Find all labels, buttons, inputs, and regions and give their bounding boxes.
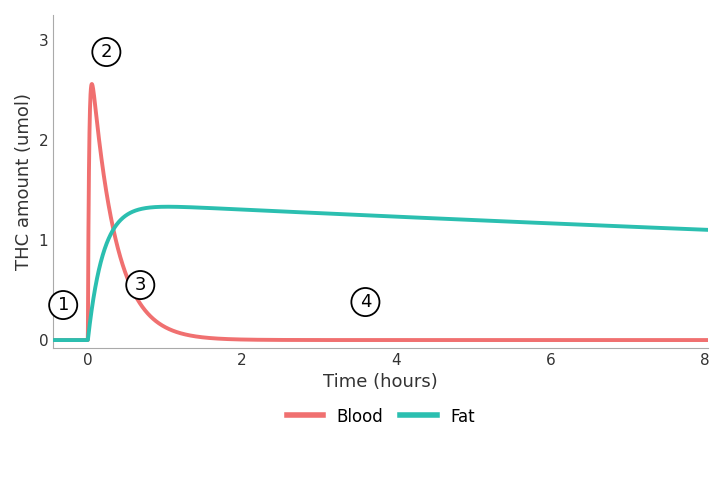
Text: 1: 1 <box>57 296 69 314</box>
Legend: Blood, Fat: Blood, Fat <box>280 401 481 433</box>
Text: 4: 4 <box>360 293 371 311</box>
Y-axis label: THC amount (umol): THC amount (umol) <box>15 93 33 270</box>
X-axis label: Time (hours): Time (hours) <box>323 373 438 391</box>
Text: 3: 3 <box>135 276 146 294</box>
Text: 2: 2 <box>101 43 112 61</box>
